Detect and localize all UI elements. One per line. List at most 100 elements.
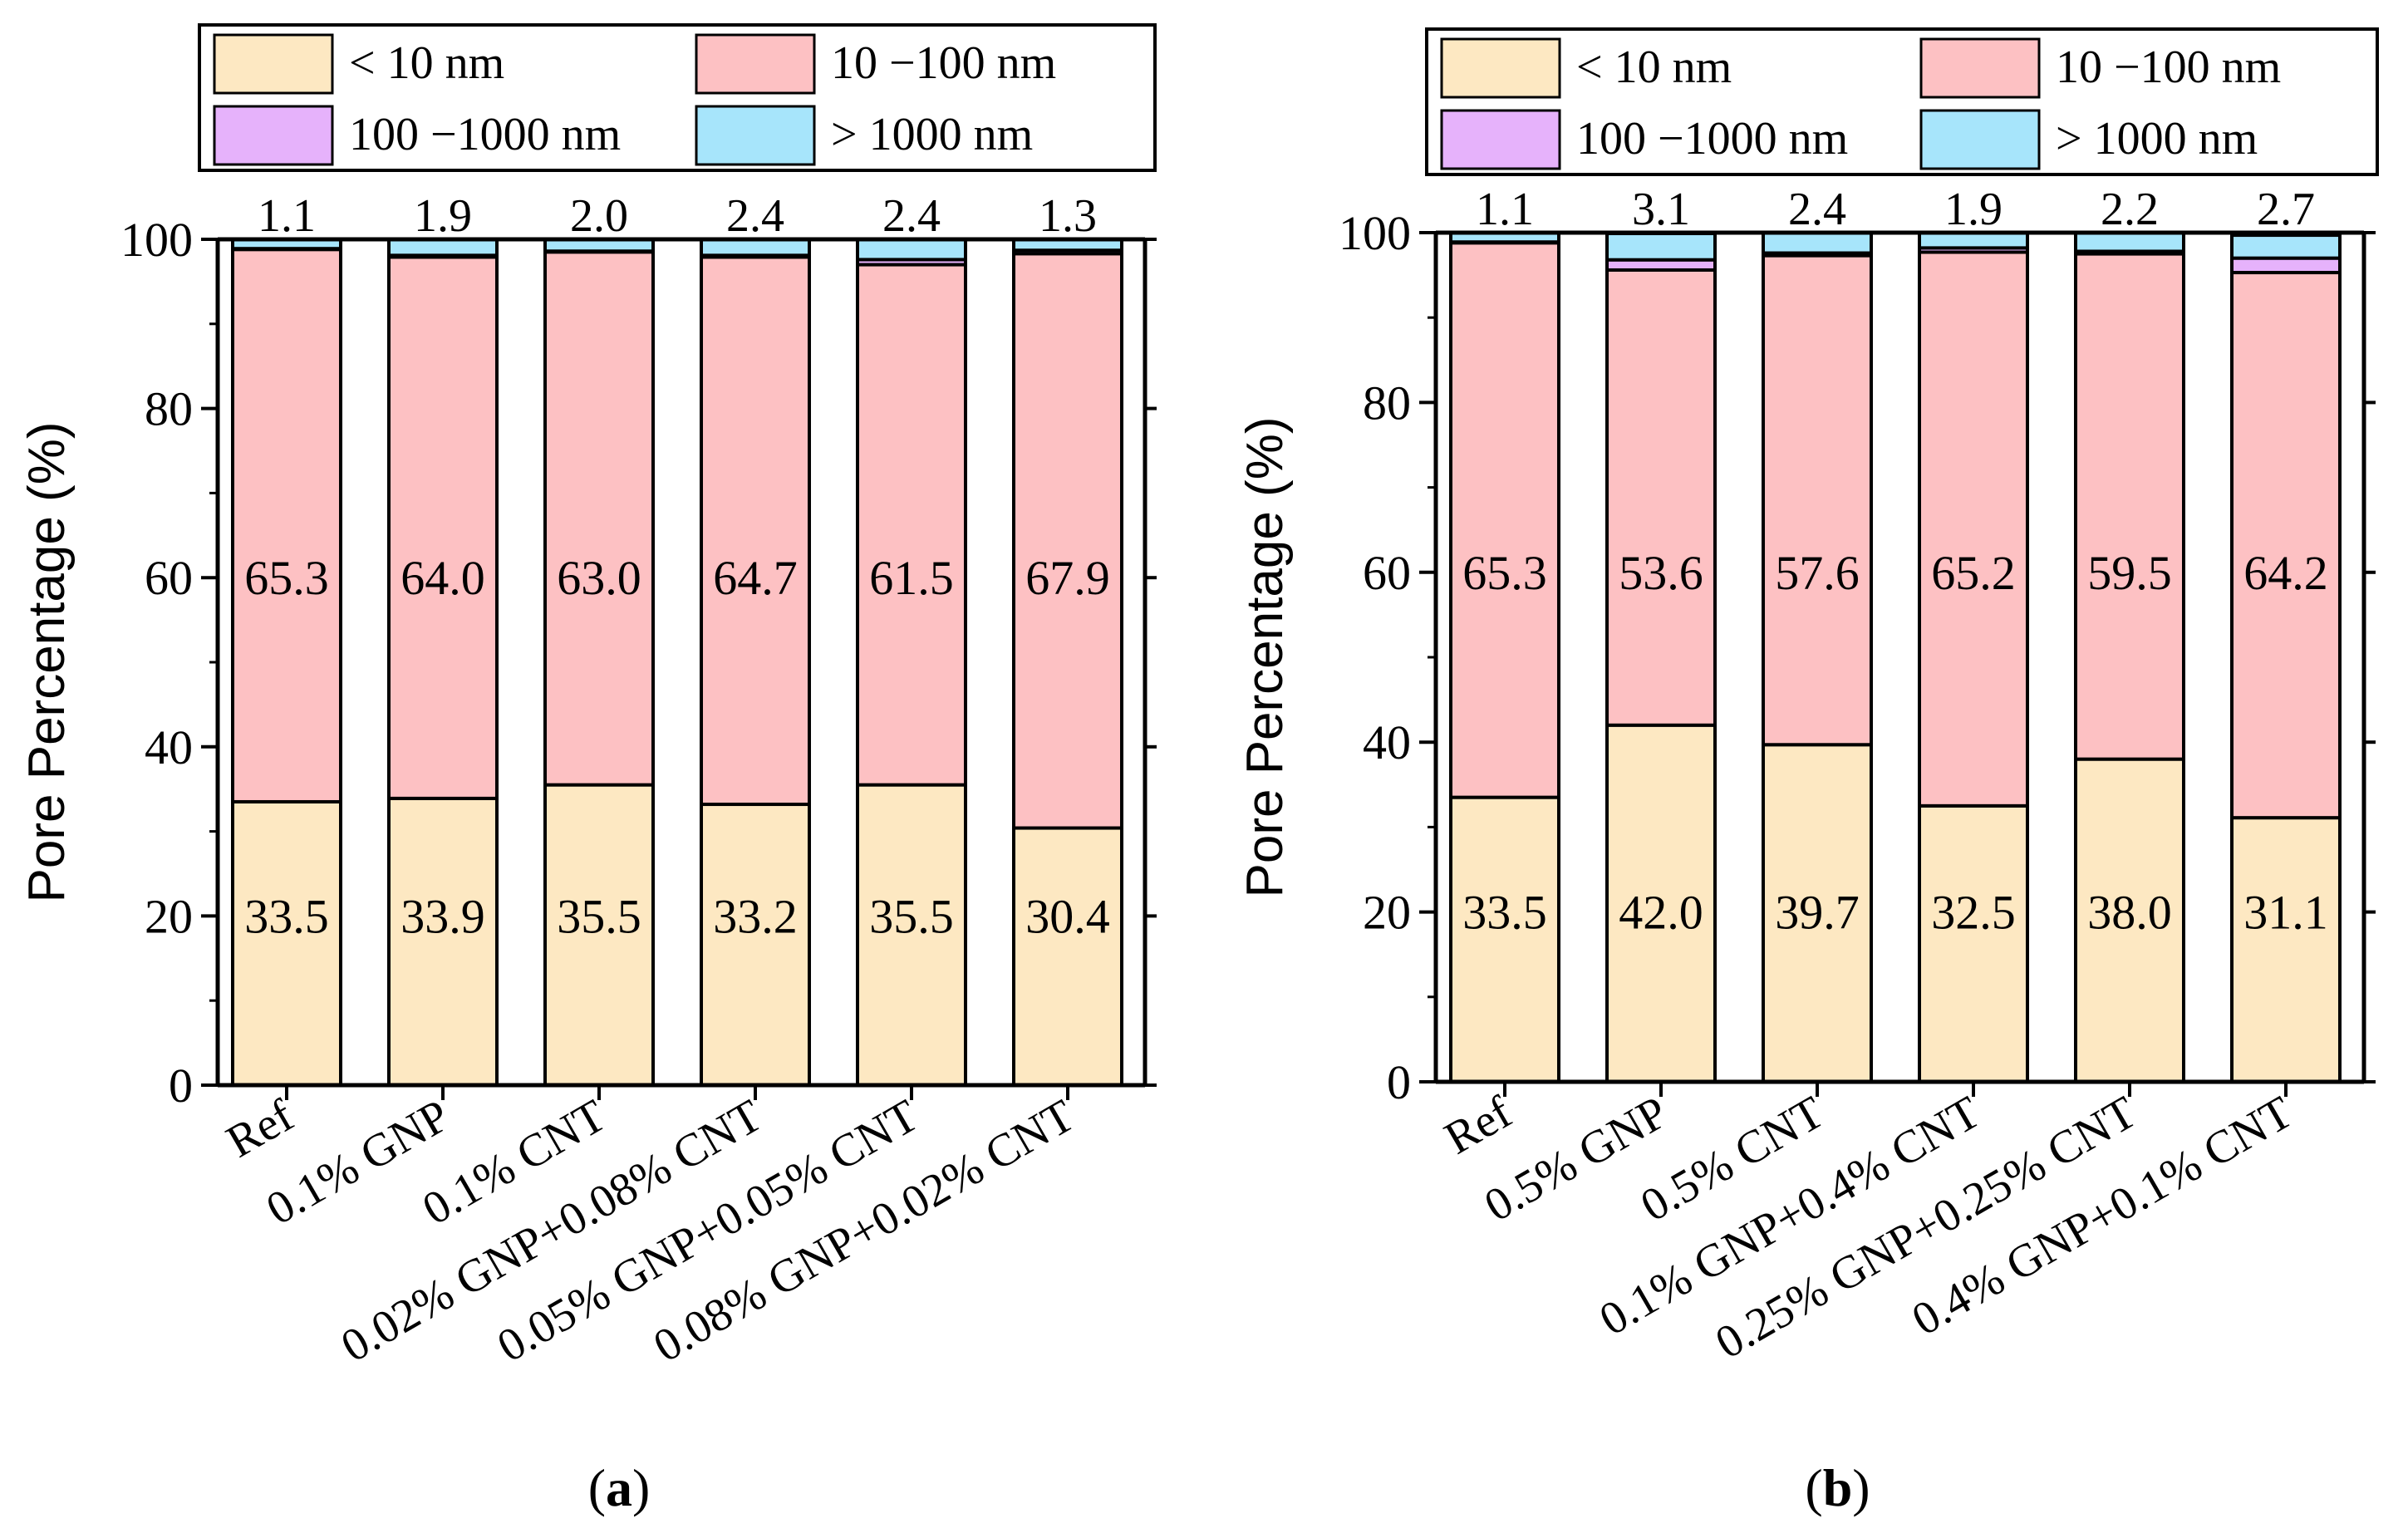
data-label: 67.9 bbox=[1025, 551, 1110, 605]
bar-segment bbox=[2230, 271, 2342, 820]
top-label: 2.4 bbox=[1788, 184, 1846, 235]
legend-swatch bbox=[1919, 37, 2041, 99]
bar-segment bbox=[1012, 252, 1123, 830]
legend-swatch bbox=[695, 33, 816, 95]
data-label: 35.5 bbox=[869, 889, 954, 943]
bar-segment bbox=[1918, 803, 2029, 1083]
y-tick-label: 40 bbox=[1363, 715, 1411, 769]
legend-label: > 1000 nm bbox=[2056, 113, 2258, 165]
y-tick-label: 20 bbox=[1363, 886, 1411, 940]
bar-segment bbox=[1762, 743, 1873, 1083]
data-label: 65.3 bbox=[244, 551, 329, 605]
legend: < 10 nm 10 −100 nm 100 −1000 nm > 1000 nm bbox=[1425, 27, 2379, 176]
bar-segment bbox=[1012, 826, 1123, 1087]
y-tick-label: 60 bbox=[1363, 546, 1411, 600]
top-label: 2.2 bbox=[2101, 184, 2159, 235]
bar-segment bbox=[700, 255, 811, 807]
legend-label: 10 −100 nm bbox=[831, 37, 1056, 89]
y-tick-label: 0 bbox=[1387, 1055, 1411, 1109]
data-label: 33.5 bbox=[1462, 886, 1547, 940]
data-label: 64.0 bbox=[401, 551, 485, 605]
bar-segment bbox=[543, 250, 655, 787]
legend-swatch bbox=[1919, 109, 2041, 170]
top-label: 1.9 bbox=[414, 190, 472, 242]
bar-segment bbox=[1605, 268, 1717, 727]
data-label: 64.2 bbox=[2243, 546, 2328, 600]
bar-segment bbox=[1605, 232, 1717, 262]
data-label: 53.6 bbox=[1619, 546, 1703, 600]
bar-segment bbox=[2074, 252, 2185, 761]
data-label: 65.3 bbox=[1462, 546, 1547, 600]
y-tick-label: 100 bbox=[120, 213, 193, 267]
top-label: 3.1 bbox=[1632, 184, 1690, 235]
bar-segment bbox=[2074, 231, 2185, 253]
bar-segment bbox=[1449, 241, 1560, 799]
data-label: 42.0 bbox=[1619, 886, 1703, 940]
legend-swatch bbox=[1440, 109, 1561, 170]
bar-segment bbox=[2230, 816, 2342, 1084]
legend-label: 100 −1000 nm bbox=[1576, 113, 1848, 165]
bar-segment bbox=[856, 783, 967, 1087]
data-label: 39.7 bbox=[1775, 886, 1860, 940]
top-label: 2.4 bbox=[882, 190, 941, 242]
x-tick-label: Ref bbox=[1436, 1086, 1520, 1164]
y-tick-label: 80 bbox=[145, 382, 193, 436]
top-label: 2.0 bbox=[570, 190, 628, 242]
legend-swatch bbox=[213, 33, 334, 95]
legend-box bbox=[1425, 27, 2379, 176]
y-tick-label: 20 bbox=[145, 889, 193, 943]
bar-segment bbox=[387, 255, 499, 800]
data-label: 59.5 bbox=[2087, 546, 2172, 600]
data-label: 33.5 bbox=[244, 889, 329, 943]
legend-swatch bbox=[695, 105, 816, 166]
bar-segment bbox=[2230, 233, 2342, 260]
legend-label: < 10 nm bbox=[349, 37, 504, 89]
legend-swatch bbox=[1440, 37, 1561, 99]
top-label: 1.3 bbox=[1039, 190, 1097, 242]
data-label: 33.9 bbox=[401, 889, 485, 943]
data-label: 38.0 bbox=[2087, 886, 2172, 940]
data-label: 35.5 bbox=[557, 889, 641, 943]
bar-segment bbox=[700, 803, 811, 1087]
bar-segment bbox=[1605, 723, 1717, 1083]
data-label: 65.2 bbox=[1931, 546, 2016, 600]
legend-label: > 1000 nm bbox=[831, 109, 1033, 160]
data-label: 31.1 bbox=[2243, 886, 2328, 940]
data-label: 32.5 bbox=[1931, 886, 2016, 940]
legend-label: 100 −1000 nm bbox=[349, 109, 621, 160]
panel-label: (b) bbox=[1805, 1458, 1870, 1517]
legend-label: 10 −100 nm bbox=[2056, 42, 2281, 93]
data-label: 30.4 bbox=[1025, 889, 1110, 943]
legend-swatch bbox=[213, 105, 334, 166]
bar-segment bbox=[231, 248, 342, 803]
bar-segment bbox=[856, 238, 967, 262]
y-tick-label: 40 bbox=[145, 720, 193, 774]
data-label: 64.7 bbox=[713, 551, 798, 605]
top-label: 1.1 bbox=[258, 190, 316, 242]
bar-segment bbox=[2230, 256, 2342, 275]
y-tick-label: 100 bbox=[1339, 206, 1411, 260]
data-label: 61.5 bbox=[869, 551, 954, 605]
bar-segment bbox=[231, 799, 342, 1087]
bar-segment bbox=[2074, 757, 2185, 1083]
y-axis-label: Pore Percentage (%) bbox=[1236, 417, 1294, 898]
bar-segment bbox=[1762, 231, 1873, 255]
bar-segment bbox=[1449, 795, 1560, 1083]
data-label: 57.6 bbox=[1775, 546, 1860, 600]
y-tick-label: 80 bbox=[1363, 376, 1411, 430]
legend-box bbox=[198, 23, 1157, 172]
data-label: 33.2 bbox=[713, 889, 798, 943]
bar-segment bbox=[856, 263, 967, 787]
legend: < 10 nm 10 −100 nm 100 −1000 nm > 1000 nm bbox=[198, 23, 1157, 172]
bar-segment bbox=[1762, 253, 1873, 747]
chart-panel-b: < 10 nm 10 −100 nm 100 −1000 nm > 1000 nm 33… bbox=[1236, 27, 2379, 1517]
top-label: 1.9 bbox=[1944, 184, 2003, 235]
chart-panel-a: < 10 nm 10 −100 nm 100 −1000 nm > 1000 nm 33… bbox=[18, 23, 1157, 1517]
legend-label: < 10 nm bbox=[1576, 42, 1732, 93]
y-tick-label: 60 bbox=[145, 551, 193, 605]
top-label: 1.1 bbox=[1476, 184, 1534, 235]
data-label: 63.0 bbox=[557, 551, 641, 605]
top-label: 2.4 bbox=[726, 190, 784, 242]
y-tick-label: 0 bbox=[169, 1059, 193, 1113]
